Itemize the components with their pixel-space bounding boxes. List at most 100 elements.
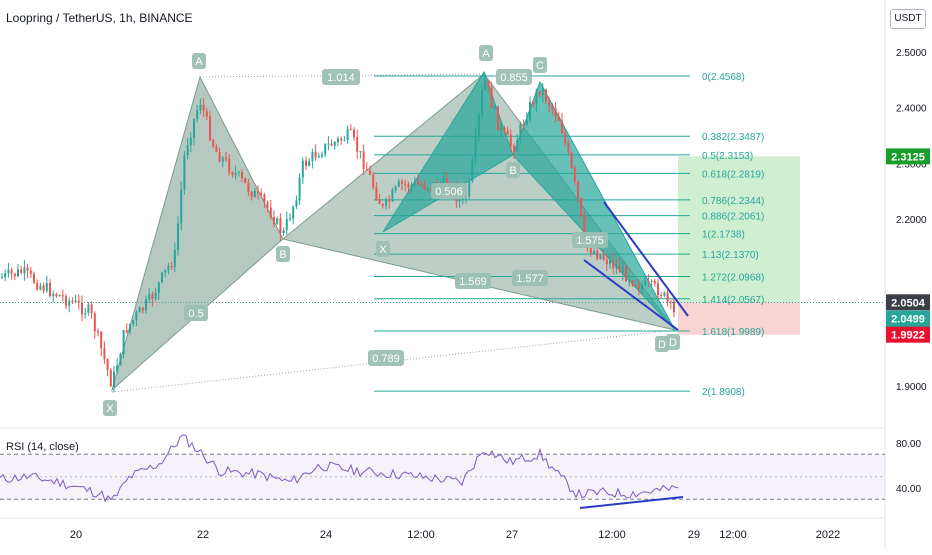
candle-body (333, 142, 336, 146)
ratio-label: 0.789 (372, 353, 400, 365)
ratio-label: 0.506 (435, 186, 463, 198)
chart-title: Loopring / TetherUS, 1h, BINANCE (6, 11, 193, 25)
candle-body (381, 204, 384, 206)
price-tag-target-bg (886, 148, 930, 165)
candle-body (538, 91, 541, 96)
candle-body (417, 181, 419, 185)
pattern2-point-b: B (509, 165, 516, 177)
candle-body (628, 280, 631, 282)
candle-body (106, 359, 109, 370)
candle-body (468, 181, 471, 197)
candle-body (282, 230, 285, 234)
time-tick-label: 20 (70, 529, 82, 541)
candle-body (410, 184, 413, 188)
candle-body (276, 218, 279, 224)
pattern2-point-d: D (669, 337, 677, 349)
candle-body (353, 129, 355, 138)
candle-body (209, 116, 211, 141)
candle-body (65, 296, 67, 306)
candle-body (391, 190, 394, 202)
candle-body (673, 301, 675, 313)
candle-body (548, 101, 551, 106)
candle-body (394, 186, 397, 191)
candle-body (71, 300, 74, 302)
candle-body (330, 143, 333, 146)
candle-body (285, 219, 288, 231)
candle-body (170, 266, 173, 268)
currency-button[interactable]: USDT (890, 9, 926, 29)
candle-body (196, 110, 199, 120)
rsi-tick-label: 80.00 (896, 439, 921, 450)
candle-body (1, 277, 3, 279)
candle-body (516, 139, 519, 152)
pattern1-point-d-bg (655, 336, 669, 352)
pattern2-point-c-bg (533, 57, 547, 73)
candle-body (90, 304, 93, 314)
candle-body (100, 331, 103, 349)
pattern1-point-b-bg (276, 246, 290, 262)
price-tag-target: 2.3125 (891, 151, 925, 163)
candle-body (61, 295, 64, 297)
candle-body (647, 280, 650, 282)
ratio-label-bg (496, 69, 532, 85)
candle-body (218, 152, 221, 162)
candle-body (634, 285, 637, 287)
candle-body (10, 269, 13, 274)
candle-body (263, 194, 266, 203)
candle-body (362, 151, 365, 170)
candle-body (557, 116, 560, 121)
candle-body (429, 188, 432, 190)
candle-body (493, 106, 496, 108)
pattern1-point-a: A (195, 56, 203, 68)
candle-body (164, 269, 167, 273)
candle-body (266, 202, 269, 208)
candle-body (650, 280, 653, 282)
candle-body (122, 330, 125, 355)
price-tick-label: 2.2000 (896, 215, 927, 226)
candle-body (554, 108, 557, 117)
candle-body (234, 172, 237, 175)
price-tag-current: 2.0499 (891, 314, 925, 326)
ratio-label-bg (572, 232, 608, 248)
candle-body (442, 178, 445, 185)
fib-level-label: 1(2.1738) (702, 230, 745, 241)
candle-body (375, 187, 378, 200)
lower-wedge-line (583, 259, 679, 331)
candle-body (298, 177, 301, 201)
pattern2-point-a: A (482, 48, 490, 60)
ratio-label-bg (455, 273, 491, 289)
candle-body (308, 161, 311, 166)
candle-body (4, 272, 7, 278)
candle-body (148, 294, 151, 300)
candle-body (52, 293, 55, 297)
pattern1-xab-triangle (111, 75, 284, 392)
candle-body (26, 267, 29, 271)
candle-body (615, 265, 618, 269)
candle-body (135, 312, 138, 320)
candle-body (202, 104, 205, 112)
candle-body (573, 167, 576, 182)
fib-level-label: 1.272(2.0968) (702, 272, 764, 283)
candle-body (145, 299, 147, 311)
candle-body (372, 174, 375, 188)
candle-body (631, 280, 634, 286)
candle-body (477, 114, 480, 136)
ratio-label: 1.577 (516, 273, 544, 285)
pattern2-point-x: X (379, 244, 387, 256)
fib-level-label: 1.618(1.9989) (702, 327, 764, 338)
candle-body (116, 365, 119, 372)
ratio-label-bg (184, 305, 208, 321)
candle-body (618, 265, 621, 273)
pattern1-point-x: X (106, 403, 114, 415)
candle-body (253, 190, 256, 198)
candle-body (564, 132, 567, 143)
candle-body (426, 188, 429, 190)
candle-body (186, 145, 189, 156)
candle-body (337, 138, 339, 143)
candle-body (567, 142, 570, 153)
candle-body (314, 151, 317, 158)
candle-body (458, 199, 461, 202)
candle-body (413, 181, 416, 185)
